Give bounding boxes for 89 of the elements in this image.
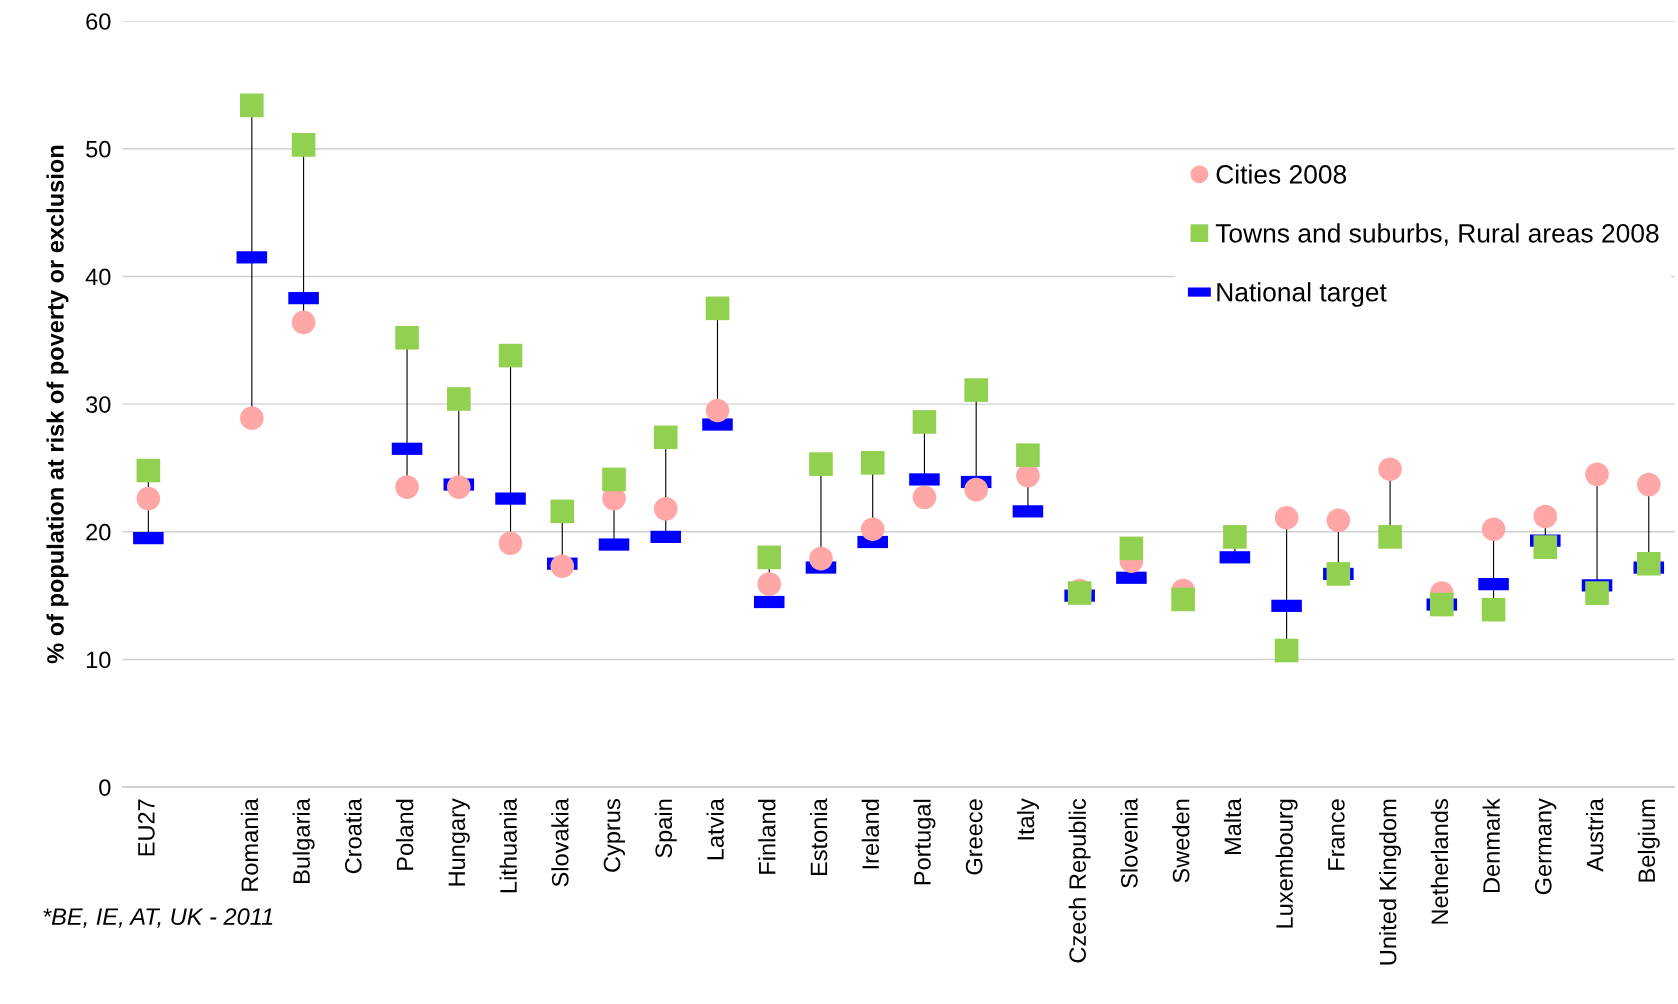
point xyxy=(964,378,988,402)
x-tick-label: Luxembourg xyxy=(1275,799,1298,928)
point xyxy=(1636,551,1661,576)
point xyxy=(1171,587,1195,612)
point xyxy=(860,517,885,542)
point xyxy=(498,343,523,368)
point xyxy=(1533,535,1558,559)
point xyxy=(1481,517,1506,542)
x-tick-label: Croatia xyxy=(344,798,362,874)
x-tick-label: Finland xyxy=(758,799,776,874)
point xyxy=(1326,508,1351,533)
point xyxy=(1585,462,1609,487)
point xyxy=(1378,525,1402,549)
point xyxy=(809,452,833,476)
x-tick-label: Ireland xyxy=(861,799,880,869)
point xyxy=(1223,525,1247,549)
x-tick-label: Hungary xyxy=(448,798,470,886)
x-tick-label: Spain xyxy=(654,799,677,858)
point xyxy=(1119,536,1144,561)
point xyxy=(136,458,161,483)
point xyxy=(1481,597,1506,622)
x-tick-label: Belgium xyxy=(1637,799,1660,882)
x-tick-label: Denmark xyxy=(1482,798,1500,893)
point xyxy=(705,296,730,321)
point xyxy=(240,93,264,118)
x-tick-label: Romania xyxy=(240,798,259,891)
point xyxy=(1636,472,1661,497)
y-tick-label: 40 xyxy=(85,268,111,286)
x-tick-label: Czech Republic xyxy=(1068,798,1091,963)
point xyxy=(912,410,937,434)
point xyxy=(291,310,316,335)
legend-label: National target xyxy=(1217,282,1387,307)
y-tick-label: 60 xyxy=(86,13,111,30)
point xyxy=(550,554,575,579)
x-tick-label: Austria xyxy=(1586,798,1604,872)
point xyxy=(446,475,471,499)
point xyxy=(446,387,471,411)
y-tick-label: 50 xyxy=(86,140,111,158)
x-tick-label: Cyprus xyxy=(603,799,626,872)
y-tick-label: 20 xyxy=(86,523,111,541)
point xyxy=(498,531,523,556)
point xyxy=(550,499,575,524)
point xyxy=(757,572,782,596)
point xyxy=(1533,504,1558,529)
y-tick-label: 10 xyxy=(86,651,111,669)
x-tick-label: Poland xyxy=(396,799,414,870)
point xyxy=(653,425,678,450)
x-tick-label: Latvia xyxy=(706,798,724,860)
x-tick-label: Malta xyxy=(1223,798,1242,855)
point xyxy=(653,497,678,521)
point xyxy=(395,325,419,350)
x-tick-label: Sweden xyxy=(1172,799,1190,883)
point xyxy=(809,546,833,571)
y-axis-title: % of population at risk of poverty or exclusion xyxy=(46,145,69,664)
point xyxy=(1430,592,1454,617)
point xyxy=(291,133,316,157)
point xyxy=(1585,581,1609,605)
x-tick-label: Estonia xyxy=(809,798,828,876)
point xyxy=(705,398,730,423)
x-tick-label: Slovakia xyxy=(551,798,569,887)
point xyxy=(860,451,885,475)
point xyxy=(757,545,782,570)
x-tick-label: Greece xyxy=(965,799,983,875)
point xyxy=(1274,505,1299,530)
x-tick-label: France xyxy=(1328,799,1345,870)
legend-label: Cities 2008 xyxy=(1216,164,1347,184)
y-tick-label: 0 xyxy=(99,779,111,796)
x-tick-label: Portugal xyxy=(913,799,936,885)
point xyxy=(1016,443,1040,467)
x-tick-label: Netherlands xyxy=(1430,799,1449,924)
point xyxy=(136,486,161,511)
point xyxy=(602,467,626,492)
x-tick-label: United Kingdom xyxy=(1379,799,1402,965)
y-tick-label: 30 xyxy=(86,396,111,413)
point xyxy=(964,477,988,502)
point xyxy=(912,485,937,510)
text: *BE, IE, AT, UK - 2011 xyxy=(43,908,273,928)
point xyxy=(1274,638,1299,663)
x-tick-label: Slovenia xyxy=(1120,798,1138,888)
x-tick-label: EU27 xyxy=(137,799,155,856)
legend-label: Towns and suburbs, Rural areas 2008 xyxy=(1215,223,1659,246)
point xyxy=(1378,457,1402,482)
point xyxy=(395,475,419,499)
point xyxy=(240,406,264,430)
x-tick-label: Germany xyxy=(1534,798,1557,895)
x-tick-label: Lithuania xyxy=(499,798,517,893)
point xyxy=(1326,562,1351,586)
x-tick-label: Bulgaria xyxy=(292,798,315,883)
x-tick-label: Italy xyxy=(1016,798,1039,840)
